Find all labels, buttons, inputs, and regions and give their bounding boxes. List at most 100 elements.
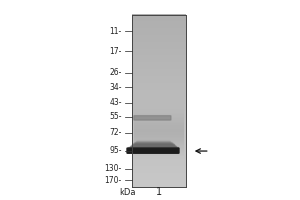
Bar: [134, 160, 184, 161]
Bar: [132, 112, 186, 113]
Bar: [134, 40, 184, 41]
Bar: [134, 146, 184, 147]
Bar: [134, 162, 184, 163]
Bar: [134, 76, 184, 77]
Bar: [135, 142, 171, 143]
Bar: [132, 114, 186, 115]
Bar: [134, 44, 184, 45]
Bar: [134, 90, 184, 91]
Bar: [131, 145, 175, 146]
Bar: [132, 86, 186, 87]
Bar: [132, 151, 186, 152]
Bar: [134, 120, 184, 121]
Bar: [134, 169, 184, 170]
Bar: [134, 121, 184, 122]
Bar: [132, 163, 186, 164]
Bar: [134, 110, 184, 111]
Bar: [134, 182, 184, 183]
Bar: [132, 170, 186, 171]
Bar: [134, 111, 184, 112]
Bar: [134, 142, 172, 143]
Bar: [132, 155, 186, 156]
Bar: [134, 162, 184, 163]
Bar: [132, 117, 186, 118]
Bar: [134, 97, 184, 98]
Bar: [134, 75, 184, 76]
Bar: [134, 101, 184, 102]
Bar: [134, 85, 184, 86]
Bar: [132, 73, 186, 74]
Bar: [132, 98, 186, 99]
Bar: [134, 116, 184, 117]
Bar: [134, 53, 184, 54]
Bar: [132, 71, 186, 72]
Bar: [134, 77, 184, 78]
Bar: [134, 157, 184, 158]
Bar: [134, 40, 184, 41]
Bar: [132, 79, 186, 80]
Bar: [134, 186, 184, 187]
Bar: [132, 96, 186, 97]
Bar: [132, 117, 186, 118]
Bar: [134, 112, 184, 113]
Bar: [134, 181, 184, 182]
Bar: [134, 118, 184, 119]
Bar: [134, 161, 184, 162]
Bar: [132, 53, 186, 54]
Bar: [134, 185, 184, 186]
Bar: [134, 139, 184, 140]
Bar: [132, 47, 186, 48]
Bar: [132, 145, 186, 146]
Bar: [132, 90, 186, 91]
Bar: [132, 79, 186, 80]
Bar: [132, 42, 186, 43]
Bar: [132, 158, 186, 159]
Bar: [132, 87, 186, 88]
Bar: [134, 63, 184, 64]
Bar: [134, 175, 184, 176]
Bar: [132, 22, 186, 23]
Bar: [132, 48, 186, 49]
Bar: [134, 112, 184, 113]
Bar: [132, 177, 186, 178]
Bar: [132, 22, 186, 23]
Bar: [134, 170, 184, 171]
Bar: [132, 44, 186, 45]
Bar: [132, 173, 186, 174]
Bar: [134, 16, 184, 17]
Bar: [132, 69, 186, 70]
Bar: [132, 65, 186, 66]
Bar: [132, 25, 186, 26]
Bar: [134, 82, 184, 83]
Bar: [132, 151, 186, 152]
Bar: [132, 94, 186, 95]
Bar: [136, 141, 169, 142]
Bar: [132, 101, 186, 102]
Bar: [134, 177, 184, 178]
Bar: [132, 99, 186, 100]
Bar: [132, 57, 186, 58]
Bar: [134, 154, 184, 155]
Bar: [132, 18, 186, 19]
Bar: [132, 130, 186, 131]
Bar: [134, 33, 184, 34]
Bar: [134, 172, 184, 173]
Bar: [134, 155, 184, 156]
Bar: [132, 164, 186, 165]
Bar: [134, 14, 184, 15]
Bar: [134, 109, 184, 110]
FancyBboxPatch shape: [134, 116, 171, 120]
Bar: [134, 54, 184, 55]
Bar: [134, 159, 184, 160]
Bar: [134, 144, 184, 145]
Bar: [132, 109, 186, 110]
Bar: [132, 28, 186, 29]
Bar: [132, 19, 186, 20]
Bar: [132, 67, 186, 68]
Bar: [132, 63, 186, 64]
Bar: [132, 185, 186, 186]
Bar: [132, 37, 186, 38]
Bar: [134, 37, 184, 38]
Bar: [132, 100, 186, 101]
Bar: [132, 44, 186, 45]
